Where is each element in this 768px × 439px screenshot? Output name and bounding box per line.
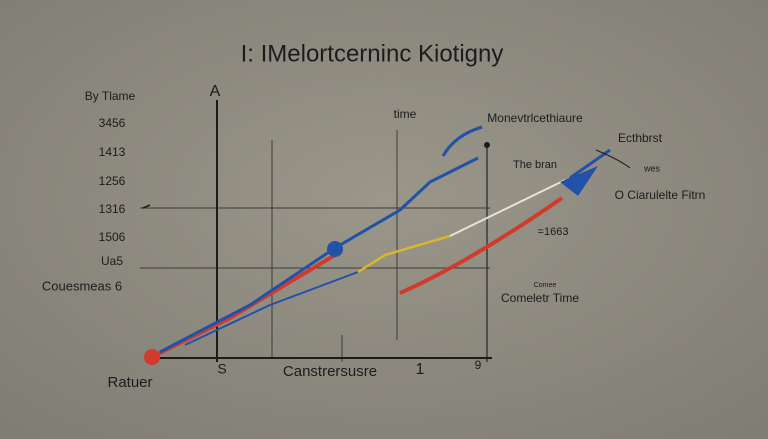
blue-dot [327, 241, 343, 257]
annotation: time [394, 107, 417, 121]
y-label: 1256 [99, 174, 126, 188]
tick-arrow [142, 204, 151, 209]
white-line [449, 179, 566, 237]
annotation: Comeletr Time [501, 291, 579, 305]
title: I: IMelortcerninc Kiotigny [241, 40, 504, 67]
red-line-2 [399, 196, 564, 295]
black-dot [484, 142, 490, 148]
x-label: Canstrersusre [283, 363, 377, 380]
yellow-line [357, 234, 451, 274]
x-label: 1 [416, 361, 425, 378]
y-label: 1316 [99, 202, 126, 216]
y-label: 1506 [99, 230, 126, 244]
y-label: Ua5 [101, 254, 123, 268]
arrow-shaft [569, 148, 611, 180]
x-label: 9 [475, 358, 482, 372]
red-dot [144, 349, 160, 365]
axis-arrow-label: A [210, 83, 221, 100]
bottom-left-label: Ratuer [107, 374, 152, 391]
annotation: Ecthbrst [618, 131, 663, 145]
pointer [595, 149, 631, 169]
arrow-head [560, 166, 598, 196]
blue-line [159, 156, 479, 354]
y-labels: 3456 1413 1256 1316 1506 Ua5 [99, 116, 126, 268]
annotation: =1663 [538, 226, 569, 238]
left-label: Couesmeas 6 [42, 278, 122, 293]
annotation: Monevtrlcethiaure [487, 111, 583, 125]
y-label: 3456 [99, 116, 126, 130]
y-axis-label: By Tlame [85, 89, 136, 103]
blue-arc [441, 125, 483, 157]
annotation: O Ciarulelte Fitrn [615, 188, 706, 202]
annotation: The bran [513, 159, 557, 171]
y-label: 1413 [99, 145, 126, 159]
x-label: S [217, 361, 226, 377]
annotation: wes [643, 163, 661, 173]
blue-line-2 [184, 271, 359, 346]
annotation: Comee [534, 282, 557, 289]
